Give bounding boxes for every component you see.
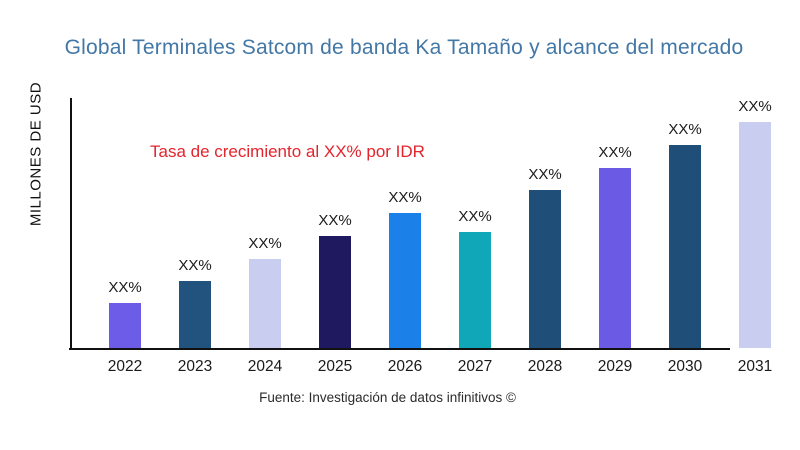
x-axis-label-2031: 2031 [737,358,773,375]
bar-value-label-2025: XX% [318,212,352,229]
bar-value-label-2031: XX% [738,98,772,115]
x-axis-label-2025: 2025 [317,358,353,375]
bar-2024 [249,259,281,348]
bar-2030 [669,145,701,348]
bar-2026 [389,213,421,348]
bar-2031 [739,122,771,348]
x-axis-label-2028: 2028 [527,358,563,375]
source-note: Fuente: Investigación de datos infinitiv… [259,390,516,405]
x-axis-label-2026: 2026 [387,358,423,375]
x-axis-label-2023: 2023 [177,358,213,375]
x-axis-label-2024: 2024 [247,358,283,375]
bar-2027 [459,232,491,348]
bar-value-label-2023: XX% [178,257,212,274]
bar-value-label-2024: XX% [248,235,282,252]
bar-value-label-2022: XX% [108,279,142,296]
bar-value-label-2026: XX% [388,189,422,206]
x-axis-label-2029: 2029 [597,358,633,375]
bar-value-label-2027: XX% [458,208,492,225]
bar-2022 [109,303,141,348]
page-title: Global Terminales Satcom de banda Ka Tam… [64,36,744,59]
bar-2029 [599,168,631,348]
x-axis-label-2030: 2030 [667,358,703,375]
bar-2023 [179,281,211,348]
growth-annotation: Tasa de crecimiento al XX% por IDR [150,142,425,161]
x-axis-label-2027: 2027 [457,358,493,375]
x-axis-label-2022: 2022 [107,358,143,375]
x-axis-line [69,348,730,350]
y-axis-line [70,98,72,350]
bar-value-label-2029: XX% [598,144,632,161]
bar-2025 [319,236,351,348]
bar-value-label-2030: XX% [668,121,702,138]
y-axis-title: MILLONES DE USD [27,81,45,227]
bar-value-label-2028: XX% [528,166,562,183]
bar-2028 [529,190,561,348]
